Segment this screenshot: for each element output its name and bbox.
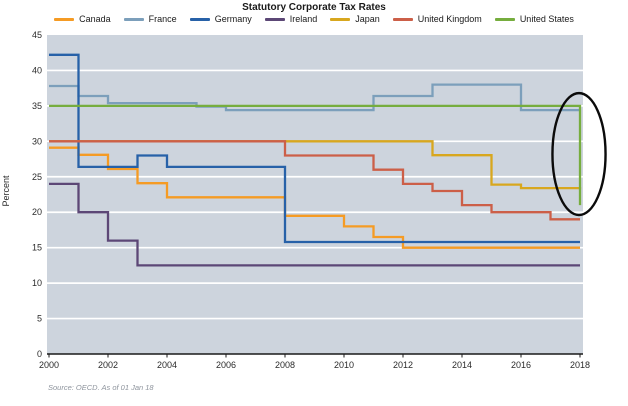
x-tick-label-2016: 2016	[511, 360, 531, 370]
legend-label-france: France	[148, 14, 177, 24]
series-line-ireland	[49, 182, 580, 267]
y-tick-label-25: 25	[32, 172, 42, 182]
x-tick-label-2012: 2012	[393, 360, 413, 370]
chart-legend: Canada France Germany Ireland Japan United Ki…	[0, 13, 628, 26]
legend-swatch-united-states	[494, 18, 515, 21]
legend-swatch-japan	[330, 18, 351, 21]
series-line-united-states	[49, 104, 582, 206]
plot-area	[47, 35, 583, 354]
legend-item-ireland: Ireland	[264, 14, 318, 24]
legend-item-united-kingdom: United Kingdom	[392, 14, 482, 24]
x-tick-label-2010: 2010	[334, 360, 354, 370]
legend-swatch-ireland	[264, 18, 285, 21]
y-tick-label-35: 35	[32, 101, 42, 111]
legend-label-ireland: Ireland	[289, 14, 318, 24]
y-axis-title: Percent	[1, 175, 11, 207]
legend-item-france: France	[123, 14, 177, 24]
x-tick-label-2008: 2008	[275, 360, 295, 370]
legend-swatch-canada	[54, 18, 75, 21]
legend-item-germany: Germany	[189, 14, 252, 24]
legend-label-germany: Germany	[214, 14, 252, 24]
y-tick-label-20: 20	[32, 207, 42, 217]
series-line-germany	[49, 53, 580, 244]
x-tick-label-2004: 2004	[157, 360, 177, 370]
x-tick-label-2006: 2006	[216, 360, 236, 370]
y-tick-label-10: 10	[32, 278, 42, 288]
chart-title: Statutory Corporate Tax Rates	[242, 2, 386, 13]
highlight-ellipse	[551, 91, 607, 217]
legend-label-japan: Japan	[355, 14, 380, 24]
x-tick-label-2000: 2000	[39, 360, 59, 370]
legend-label-united-kingdom: United Kingdom	[417, 14, 482, 24]
y-tick-label-15: 15	[32, 243, 42, 253]
x-tick-label-2018: 2018	[570, 360, 590, 370]
y-tick-label-5: 5	[37, 314, 42, 324]
legend-item-united-states: United States	[494, 14, 574, 24]
legend-item-canada: Canada	[54, 15, 111, 24]
y-tick-label-0: 0	[37, 349, 42, 359]
legend-swatch-germany	[189, 18, 210, 21]
legend-label-canada: Canada	[79, 14, 111, 24]
y-tick-label-45: 45	[32, 30, 42, 40]
x-tick-label-2002: 2002	[98, 360, 118, 370]
series-line-united-kingdom	[49, 140, 580, 221]
source-note: Source: OECD. As of 01 Jan 18	[48, 383, 154, 392]
legend-swatch-united-kingdom	[392, 18, 413, 21]
series-line-france	[49, 83, 580, 112]
y-tick-label-30: 30	[32, 136, 42, 146]
legend-item-japan: Japan	[330, 15, 380, 24]
legend-swatch-france	[123, 18, 144, 21]
legend-label-united-states: United States	[519, 14, 574, 24]
x-tick-label-2014: 2014	[452, 360, 472, 370]
y-tick-label-40: 40	[32, 65, 42, 75]
